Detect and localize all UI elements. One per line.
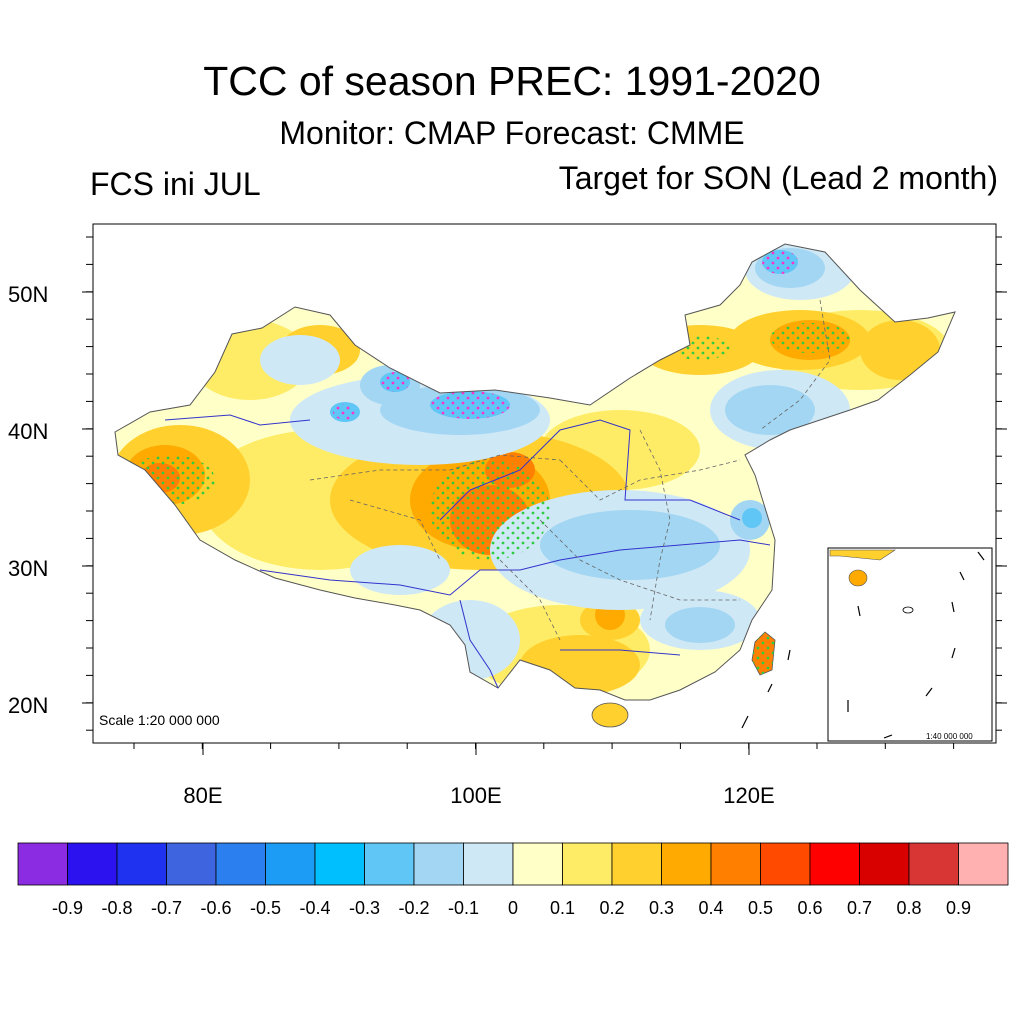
colorbar-label: 0.4 <box>698 898 723 918</box>
colorbar-box <box>67 842 118 886</box>
lon-label-80e: 80E <box>183 783 222 808</box>
colorbar-box <box>859 842 910 886</box>
lat-label-20n: 20N <box>8 693 48 718</box>
colorbar-label: 0.2 <box>599 898 624 918</box>
lon-label-120e: 120E <box>723 783 774 808</box>
lat-label-50n: 50N <box>8 282 48 307</box>
colorbar-label: 0.3 <box>649 898 674 918</box>
inset-scale-text: 1:40 000 000 <box>926 732 973 741</box>
colorbar-label: 0.9 <box>946 898 971 918</box>
colorbar-label: -0.5 <box>250 898 281 918</box>
colorbar-labels: -0.9 -0.8 -0.7 -0.6 -0.5 -0.4 -0.3 -0.2 -0.1 0 0.1… <box>52 898 971 918</box>
colorbar-box <box>512 842 563 886</box>
colorbar-box <box>760 842 811 886</box>
colorbar-label: -0.3 <box>349 898 380 918</box>
chart-subtitle: Monitor: CMAP Forecast: CMME <box>279 115 745 151</box>
colorbar-box <box>215 842 266 886</box>
colorbar-box <box>908 842 959 886</box>
right-label: Target for SON (Lead 2 month) <box>558 160 998 196</box>
china-border <box>114 243 956 701</box>
left-label: FCS ini JUL <box>90 166 261 202</box>
colorbar <box>17 842 1009 886</box>
colorbar-label: -0.2 <box>398 898 429 918</box>
colorbar-label: -0.4 <box>299 898 330 918</box>
colorbar-label: 0.8 <box>896 898 921 918</box>
colorbar-box <box>17 842 68 886</box>
colorbar-box <box>661 842 712 886</box>
colorbar-label: 0.7 <box>847 898 872 918</box>
colorbar-label: -0.1 <box>448 898 479 918</box>
hainan-island <box>591 702 629 728</box>
colorbar-label: -0.8 <box>101 898 132 918</box>
colorbar-box <box>265 842 316 886</box>
colorbar-box <box>710 842 761 886</box>
chart-title: TCC of season PREC: 1991-2020 <box>203 58 821 104</box>
colorbar-box <box>809 842 860 886</box>
colorbar-box <box>463 842 514 886</box>
lon-label-100e: 100E <box>450 783 501 808</box>
lat-label-40n: 40N <box>8 419 48 444</box>
colorbar-label: 0.1 <box>550 898 575 918</box>
colorbar-box <box>364 842 415 886</box>
colorbar-box <box>562 842 613 886</box>
colorbar-box <box>314 842 365 886</box>
nine-dash-line <box>847 551 985 739</box>
scale-text: Scale 1:20 000 000 <box>99 712 220 728</box>
colorbar-label: -0.9 <box>52 898 83 918</box>
colorbar-label: -0.7 <box>151 898 182 918</box>
colorbar-box <box>116 842 167 886</box>
colorbar-label: -0.6 <box>200 898 231 918</box>
colorbar-box <box>611 842 662 886</box>
colorbar-label: 0.6 <box>797 898 822 918</box>
colorbar-box <box>413 842 464 886</box>
colorbar-box <box>958 842 1009 886</box>
axis-ticks <box>82 236 1007 755</box>
colorbar-box <box>166 842 217 886</box>
colorbar-label: 0.5 <box>748 898 773 918</box>
colorbar-label: 0 <box>508 898 518 918</box>
lat-label-30n: 30N <box>8 556 48 581</box>
